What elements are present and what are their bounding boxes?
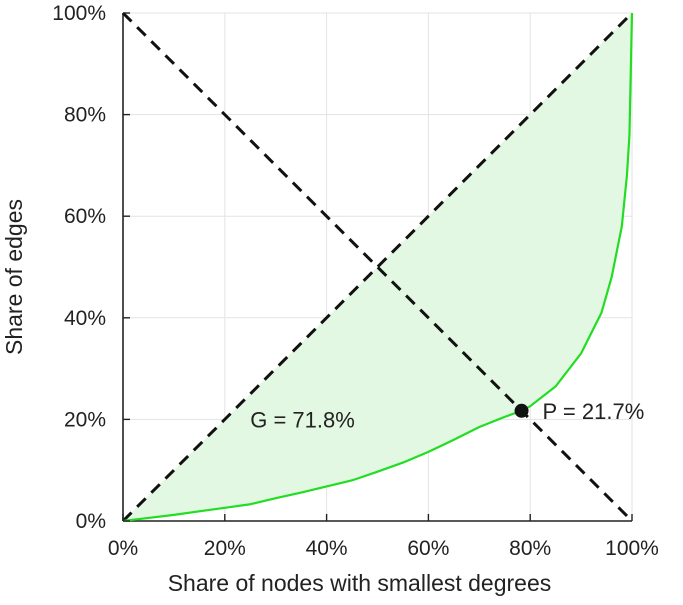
lorenz-curve-line	[122, 12, 634, 523]
x-tick-label: 80%	[509, 537, 551, 560]
p-marker-point	[514, 403, 529, 418]
y-axis-title: Share of edges	[1, 199, 27, 355]
x-axis-title: Share of nodes with smallest degrees	[168, 570, 552, 596]
y-tick-label: 40%	[64, 307, 106, 330]
x-tick-label: 100%	[605, 537, 659, 560]
x-tick-label: 0%	[108, 537, 138, 560]
x-tick-label: 20%	[204, 537, 246, 560]
y-tick-label: 20%	[64, 408, 106, 431]
y-tick-label: 60%	[64, 205, 106, 228]
y-tick-label: 100%	[52, 2, 106, 25]
gini-annotation: G = 71.8%	[250, 407, 355, 432]
p-marker-label: P = 21.7%	[543, 399, 645, 424]
x-tick-label: 40%	[306, 537, 348, 560]
gini-area-fill	[123, 13, 632, 521]
area-layer	[123, 13, 632, 521]
tick-labels: 0% 20% 40% 60% 80% 100% 0% 20% 40% 60% 80% 100%	[52, 2, 659, 560]
x-tick-label: 60%	[407, 537, 449, 560]
plot-frame	[122, 13, 632, 522]
curve-layer	[122, 12, 634, 523]
y-tick-label: 0%	[76, 510, 106, 533]
y-tick-label: 80%	[64, 104, 106, 127]
annotations: P = 21.7% G = 71.8%	[250, 399, 644, 433]
